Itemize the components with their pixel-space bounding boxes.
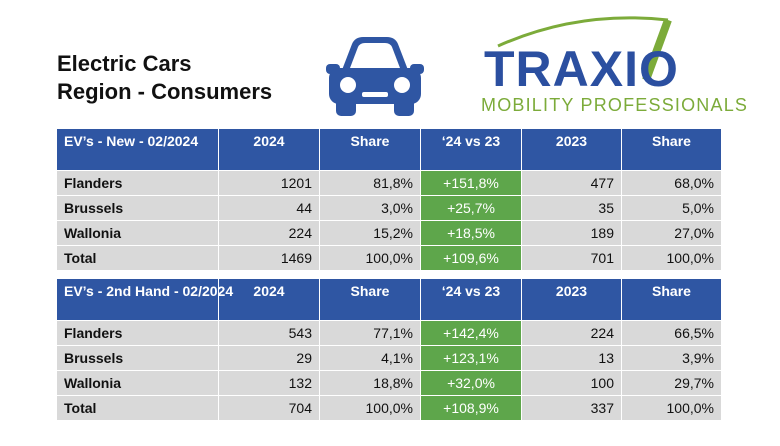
- change-cell: +25,7%: [420, 195, 522, 221]
- value-2023-cell: 224: [521, 320, 622, 346]
- header-share-2024: Share: [319, 128, 421, 171]
- car-icon: [326, 37, 424, 116]
- region-cell: Wallonia: [56, 220, 219, 246]
- ev-new-table: EV’s - New - 02/2024 2024 Share ‘24 vs 2…: [56, 128, 722, 271]
- header-share-2023: Share: [621, 128, 722, 171]
- value-2024-cell: 704: [218, 395, 320, 421]
- header-2023: 2023: [521, 128, 622, 171]
- share-2024-cell: 3,0%: [319, 195, 421, 221]
- change-cell: +151,8%: [420, 170, 522, 196]
- value-2023-cell: 189: [521, 220, 622, 246]
- table-total-row: Total 704 100,0% +108,9% 337 100,0%: [56, 395, 722, 421]
- change-cell: +108,9%: [420, 395, 522, 421]
- header-2024: 2024: [218, 128, 320, 171]
- table-total-row: Total 1469 100,0% +109,6% 701 100,0%: [56, 245, 722, 271]
- share-2023-cell: 5,0%: [621, 195, 722, 221]
- title-line-2: Region - Consumers: [57, 79, 273, 104]
- logo-swoosh: [497, 16, 672, 82]
- table-row: Flanders 1201 81,8% +151,8% 477 68,0%: [56, 170, 722, 196]
- share-2023-cell: 3,9%: [621, 345, 722, 371]
- header-region: EV’s - 2nd Hand - 02/2024: [56, 278, 233, 321]
- region-cell: Total: [56, 395, 219, 421]
- region-cell: Wallonia: [56, 370, 219, 396]
- region-cell: Flanders: [56, 320, 219, 346]
- value-2024-cell: 1201: [218, 170, 320, 196]
- value-2023-cell: 13: [521, 345, 622, 371]
- table-row: Brussels 29 4,1% +123,1% 13 3,9%: [56, 345, 722, 371]
- change-cell: +123,1%: [420, 345, 522, 371]
- value-2024-cell: 44: [218, 195, 320, 221]
- header-change: ‘24 vs 23: [420, 278, 522, 321]
- change-cell: +142,4%: [420, 320, 522, 346]
- value-2024-cell: 132: [218, 370, 320, 396]
- table-row: Brussels 44 3,0% +25,7% 35 5,0%: [56, 195, 722, 221]
- region-cell: Brussels: [56, 345, 219, 371]
- region-cell: Total: [56, 245, 219, 271]
- header-region: EV’s - New - 02/2024: [56, 128, 219, 171]
- share-2024-cell: 100,0%: [319, 245, 421, 271]
- page-title: Electric Cars Region - Consumers: [57, 50, 272, 106]
- change-cell: +109,6%: [420, 245, 522, 271]
- share-2023-cell: 68,0%: [621, 170, 722, 196]
- logo-tagline: MOBILITY PROFESSIONALS: [481, 95, 749, 115]
- table-header-row: EV’s - New - 02/2024 2024 Share ‘24 vs 2…: [56, 128, 722, 171]
- value-2024-cell: 224: [218, 220, 320, 246]
- share-2024-cell: 15,2%: [319, 220, 421, 246]
- share-2023-cell: 29,7%: [621, 370, 722, 396]
- header-2023: 2023: [521, 278, 622, 321]
- share-2024-cell: 18,8%: [319, 370, 421, 396]
- value-2023-cell: 337: [521, 395, 622, 421]
- value-2023-cell: 100: [521, 370, 622, 396]
- share-2024-cell: 77,1%: [319, 320, 421, 346]
- logo-wordmark: TRAXIO: [484, 41, 679, 97]
- ev-2nd-hand-table: EV’s - 2nd Hand - 02/2024 2024 Share ‘24…: [56, 278, 722, 421]
- value-2023-cell: 701: [521, 245, 622, 271]
- share-2023-cell: 100,0%: [621, 395, 722, 421]
- value-2024-cell: 1469: [218, 245, 320, 271]
- share-2024-cell: 100,0%: [319, 395, 421, 421]
- share-2023-cell: 66,5%: [621, 320, 722, 346]
- share-2023-cell: 100,0%: [621, 245, 722, 271]
- change-cell: +32,0%: [420, 370, 522, 396]
- table-row: Wallonia 224 15,2% +18,5% 189 27,0%: [56, 220, 722, 246]
- table-header-row: EV’s - 2nd Hand - 02/2024 2024 Share ‘24…: [56, 278, 722, 321]
- header-share-2024: Share: [319, 278, 421, 321]
- value-2024-cell: 543: [218, 320, 320, 346]
- value-2023-cell: 477: [521, 170, 622, 196]
- share-2024-cell: 81,8%: [319, 170, 421, 196]
- region-cell: Brussels: [56, 195, 219, 221]
- value-2023-cell: 35: [521, 195, 622, 221]
- table-row: Wallonia 132 18,8% +32,0% 100 29,7%: [56, 370, 722, 396]
- header-change: ‘24 vs 23: [420, 128, 522, 171]
- value-2024-cell: 29: [218, 345, 320, 371]
- share-2024-cell: 4,1%: [319, 345, 421, 371]
- table-row: Flanders 543 77,1% +142,4% 224 66,5%: [56, 320, 722, 346]
- title-line-1: Electric Cars: [57, 51, 192, 76]
- share-2023-cell: 27,0%: [621, 220, 722, 246]
- header-share-2023: Share: [621, 278, 722, 321]
- change-cell: +18,5%: [420, 220, 522, 246]
- region-cell: Flanders: [56, 170, 219, 196]
- header-2024: 2024: [218, 278, 320, 321]
- traxio-logo: TRAXIO MOBILITY PROFESSIONALS: [478, 14, 747, 118]
